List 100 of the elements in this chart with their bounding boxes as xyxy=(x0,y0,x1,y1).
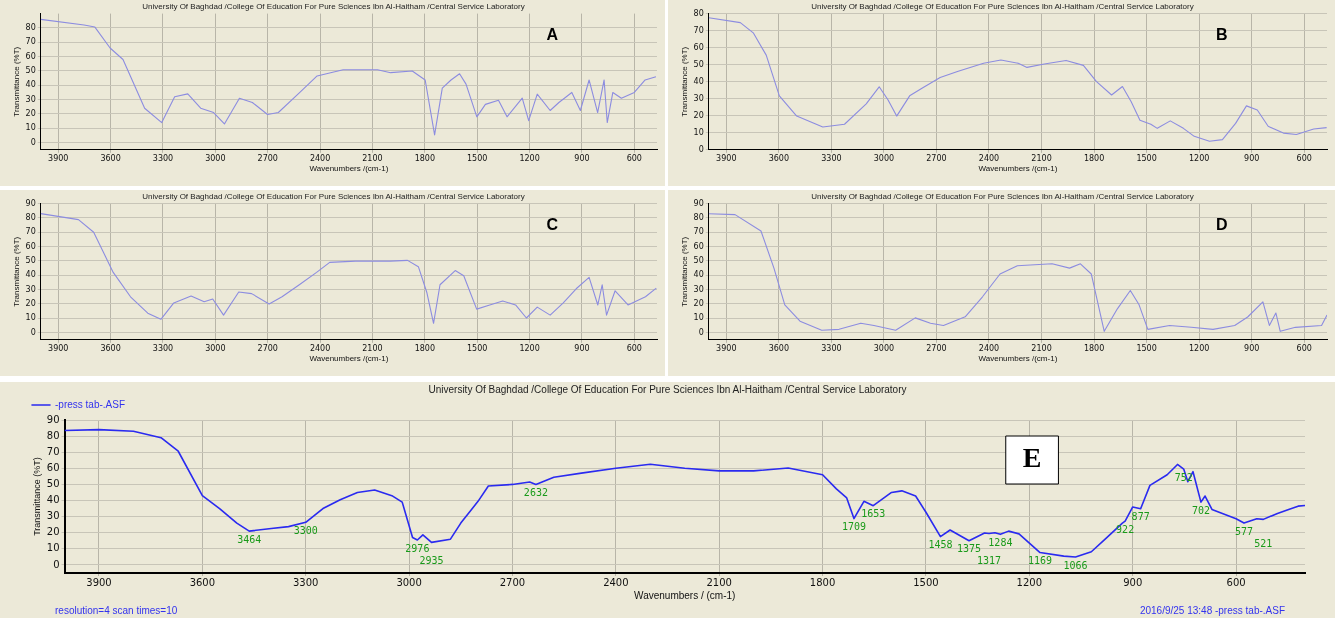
x-tick-label: 3900 xyxy=(86,576,112,588)
x-tick-label: 1800 xyxy=(414,153,436,163)
y-tick-label: 0 xyxy=(698,144,704,154)
x-tick-label: 600 xyxy=(1296,343,1312,353)
y-tick-label: 0 xyxy=(698,327,704,337)
annotation: 877 xyxy=(1131,511,1150,523)
annotation: 1709 xyxy=(841,521,866,533)
x-tick-label: 2400 xyxy=(309,343,331,353)
y-axis-title: Transmittance (%T) xyxy=(12,46,21,117)
y-tick-label: 20 xyxy=(693,110,704,120)
y-tick-label: 50 xyxy=(693,59,704,69)
x-tick-label: 2100 xyxy=(706,576,732,588)
x-tick-label: 1500 xyxy=(1136,153,1157,163)
chart-title: University Of Baghdad /College Of Education For Pure Sciences Ibn Al-Haitham /Central Service Laboratory xyxy=(811,2,1194,11)
y-tick-label: 90 xyxy=(693,198,704,208)
x-tick-label: 3900 xyxy=(48,343,69,353)
y-tick-label: 90 xyxy=(46,413,60,425)
y-tick-label: 80 xyxy=(25,23,36,33)
x-tick-label: 3000 xyxy=(873,153,895,163)
chart-title: University Of Baghdad /College Of Education For Pure Sciences Ibn Al-Haitham /Central Service Laboratory xyxy=(142,2,525,11)
x-tick-label: 1200 xyxy=(519,153,540,163)
annotation: 1653 xyxy=(861,508,886,520)
y-tick-label: 60 xyxy=(25,51,36,61)
x-tick-label: 1500 xyxy=(1136,343,1157,353)
y-tick-label: 40 xyxy=(46,494,60,506)
y-tick-label: 70 xyxy=(25,227,36,237)
x-tick-label: 3300 xyxy=(293,576,319,588)
x-tick-label: 900 xyxy=(1123,576,1143,588)
annotation: 521 xyxy=(1254,537,1273,549)
y-tick-label: 50 xyxy=(25,256,36,266)
x-tick-label: 1800 xyxy=(1083,343,1105,353)
y-tick-label: 80 xyxy=(693,8,704,18)
x-axis-title: Wavenumbers /(cm-1) xyxy=(309,164,389,174)
y-tick-label: 30 xyxy=(25,284,36,294)
y-tick-label: 70 xyxy=(693,227,704,237)
x-tick-label: 3000 xyxy=(205,343,226,353)
x-tick-label: 2700 xyxy=(926,343,947,353)
x-tick-label: 600 xyxy=(1226,576,1246,588)
x-tick-label: 900 xyxy=(574,153,590,163)
x-tick-label: 1200 xyxy=(1188,343,1210,353)
y-tick-label: 30 xyxy=(25,94,36,104)
x-tick-label: 3300 xyxy=(152,343,174,353)
annotation: 702 xyxy=(1191,504,1210,516)
y-tick-label: 70 xyxy=(46,445,60,457)
y-tick-label: 10 xyxy=(25,313,36,323)
x-tick-label: 3300 xyxy=(821,153,842,163)
y-tick-label: 40 xyxy=(25,80,36,90)
annotation: 3300 xyxy=(293,524,318,536)
annotation: 1458 xyxy=(928,539,953,551)
y-tick-label: 20 xyxy=(25,109,36,119)
annotation: 922 xyxy=(1116,523,1135,535)
x-tick-label: 2100 xyxy=(1031,343,1052,353)
x-tick-label: 1200 xyxy=(1016,576,1043,588)
x-tick-label: 3900 xyxy=(48,153,69,163)
x-axis-title: Wavenumbers /(cm-1) xyxy=(978,164,1058,174)
annotation: 2632 xyxy=(523,487,548,499)
x-tick-label: 3000 xyxy=(205,153,226,163)
x-tick-label: 3000 xyxy=(873,343,895,353)
x-tick-label: 1500 xyxy=(913,576,939,588)
y-tick-label: 60 xyxy=(693,42,704,52)
annotation: 577 xyxy=(1234,525,1254,537)
y-tick-label: 70 xyxy=(693,25,704,35)
y-tick-label: 80 xyxy=(25,213,36,223)
x-tick-label: 2700 xyxy=(499,576,526,588)
x-tick-label: 3000 xyxy=(396,576,422,588)
y-tick-label: 50 xyxy=(25,66,36,76)
x-tick-label: 2100 xyxy=(362,343,383,353)
y-tick-label: 60 xyxy=(693,241,704,251)
y-tick-label: 10 xyxy=(693,127,704,137)
y-tick-label: 0 xyxy=(30,137,36,147)
y-tick-label: 10 xyxy=(693,313,704,323)
x-tick-label: 900 xyxy=(1244,343,1260,353)
annotation: 3464 xyxy=(237,533,262,545)
x-tick-label: 2700 xyxy=(926,153,947,163)
annotation: A xyxy=(546,26,559,44)
y-axis-title: Transmittance (%T) xyxy=(680,46,689,117)
x-tick-label: 900 xyxy=(574,343,590,353)
y-tick-label: 50 xyxy=(693,256,704,266)
y-tick-label: 40 xyxy=(693,270,704,280)
x-tick-label: 3300 xyxy=(152,153,174,163)
x-axis-title: Wavenumbers / (cm-1) xyxy=(634,589,736,601)
y-tick-label: 70 xyxy=(25,37,36,47)
x-tick-label: 2400 xyxy=(603,576,629,588)
annotation: E xyxy=(1022,442,1042,474)
y-tick-label: 20 xyxy=(693,299,704,309)
y-tick-label: 30 xyxy=(46,510,60,522)
annotation: 1169 xyxy=(1027,555,1053,567)
x-tick-label: 1800 xyxy=(1083,153,1105,163)
x-tick-label: 900 xyxy=(1244,153,1260,163)
annotation: D xyxy=(1216,216,1228,234)
chart-title: University Of Baghdad /College Of Education For Pure Sciences Ibn Al-Haitham /Central Service Laboratory xyxy=(142,192,525,201)
y-tick-label: 60 xyxy=(25,241,36,251)
y-tick-label: 30 xyxy=(693,93,704,103)
annotation: B xyxy=(1216,26,1228,44)
y-tick-label: 80 xyxy=(46,429,60,441)
annotation: 1284 xyxy=(988,536,1013,548)
y-tick-label: 0 xyxy=(30,327,36,337)
y-tick-label: 20 xyxy=(46,526,60,538)
y-axis-title: Transmittance (%T) xyxy=(12,236,21,307)
x-tick-label: 1200 xyxy=(1188,153,1210,163)
